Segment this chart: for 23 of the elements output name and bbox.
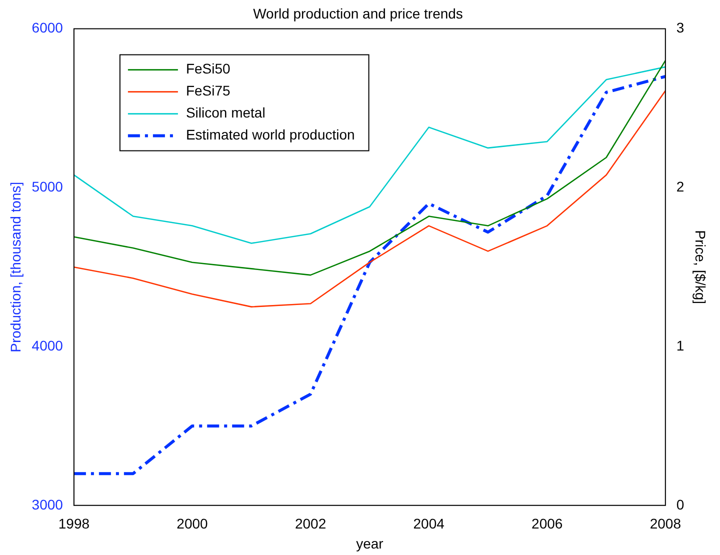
y2-axis-title: Price, [$/kg] <box>692 230 709 304</box>
x-tick-label: 2000 <box>176 516 208 532</box>
x-tick-label: 2002 <box>294 516 326 532</box>
legend-label: FeSi75 <box>186 82 231 99</box>
chart-title: World production and price trends <box>253 5 463 22</box>
y-axis-title: Production, [thousand tons] <box>7 182 24 352</box>
line-series <box>74 74 666 476</box>
x-tick-label: 2008 <box>650 516 682 532</box>
x-axis-title: year <box>356 535 384 552</box>
y2-tick-label: 2 <box>676 178 684 195</box>
x-tick-label: 2006 <box>532 516 563 532</box>
y-tick-label: 3000 <box>32 496 64 512</box>
legend-label: Estimated world production <box>186 126 355 143</box>
y2-tick-label: 1 <box>676 337 684 354</box>
y2-tick-label: 0 <box>676 496 684 512</box>
x-tick-label: 2004 <box>413 516 445 532</box>
legend-label: Silicon metal <box>186 104 266 121</box>
y-tick-label: 6000 <box>32 20 64 36</box>
x-tick-label: 1998 <box>58 516 90 532</box>
y-tick-label: 4000 <box>32 337 64 354</box>
y2-tick-label: 3 <box>676 20 684 36</box>
y-tick-label: 5000 <box>32 178 64 195</box>
legend-label: FeSi50 <box>186 60 231 77</box>
